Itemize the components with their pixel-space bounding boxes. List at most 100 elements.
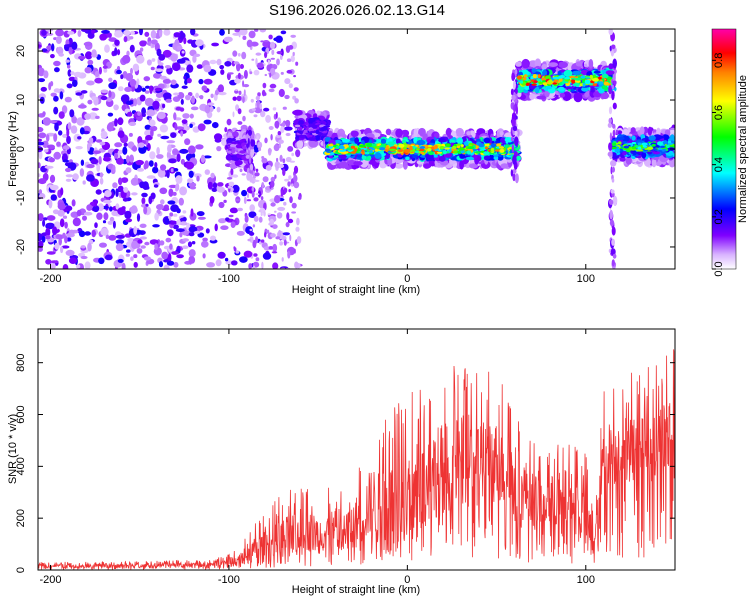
spectrogram-cell [379, 147, 386, 151]
spectrogram-cell [614, 148, 621, 153]
spectrogram-cell [48, 120, 58, 124]
spectrogram-cell [144, 160, 149, 169]
spectrogram-cell [154, 243, 158, 251]
spectrogram-cell [203, 119, 212, 125]
spectrogram-cell [162, 103, 166, 109]
spectrogram-cell [175, 175, 183, 184]
spectrogram-cell [255, 236, 259, 244]
spectrogram-cell [514, 173, 519, 184]
spectrogram-cell [251, 190, 255, 198]
spectrogram-cell [637, 142, 642, 146]
spectrogram-cell [548, 62, 558, 67]
spectrogram-cell [51, 43, 55, 52]
spectrogram-cell [412, 149, 416, 152]
spectrogram-cell [45, 227, 51, 237]
spectrogram-cell [285, 119, 291, 127]
spectrogram-cell [84, 211, 93, 216]
spectrogram-cell [612, 195, 618, 206]
spectrogram-cell [122, 146, 128, 155]
spectrogram-cell [246, 192, 250, 199]
spectrogram-cell [553, 79, 559, 83]
spectrogram-cell [260, 110, 266, 118]
spectrogram-cell [232, 111, 235, 118]
spectrogram-cell [263, 210, 266, 217]
spectrogram-cell [422, 133, 428, 140]
spectrogram-cell [228, 181, 235, 187]
spectrogram-cell [122, 54, 131, 64]
spectrogram-cell [253, 197, 259, 202]
spectrogram-cell [251, 186, 255, 192]
spectrogram-cell [59, 91, 64, 100]
spectrogram-cell [122, 197, 129, 202]
spectrogram-cell [267, 59, 270, 65]
spectrogram-cell [427, 148, 432, 152]
spectrogram-cell [260, 196, 264, 201]
spectrogram-cell [133, 226, 138, 235]
spectrogram-cell [258, 210, 262, 213]
spectrogram-cell [457, 147, 465, 151]
spectrogram-cell [55, 36, 62, 44]
spectrogram-cell [76, 209, 82, 217]
spectrogram-cell [195, 144, 204, 150]
spectrogram-cell [270, 176, 276, 183]
spectrogram-cell [231, 138, 236, 142]
spectrogram-cell [336, 145, 340, 149]
spectrogram-cell [468, 163, 479, 169]
spectrogram-cell [612, 58, 617, 69]
spectrogram-cell [368, 147, 374, 150]
spectrogram-cell [79, 127, 85, 135]
spectrogram-cell [242, 96, 245, 104]
spectrogram-cell [220, 69, 225, 75]
spectrogram-cell [96, 212, 103, 220]
spectrogram-cell [257, 92, 261, 97]
spectrogram-cell [608, 85, 612, 95]
spectrogram-cell [157, 133, 162, 137]
spectrogram-cell [115, 243, 124, 252]
spectrogram-cell [548, 79, 553, 84]
spectrogram-cell [42, 117, 51, 126]
spectrogram-cell [101, 30, 110, 34]
spectrogram-cell [38, 173, 41, 178]
spectrogram-cell [350, 151, 357, 154]
spectrogram-cell [155, 92, 163, 98]
spectrogram-cell [157, 111, 166, 120]
spectrogram-cell [227, 185, 231, 189]
spectrogram-cell [61, 105, 68, 114]
spectrogram-cell [513, 104, 516, 114]
spectrogram-cell [499, 130, 504, 136]
spectrogram-cell [64, 221, 68, 229]
spectrogram-cell [43, 149, 49, 153]
spectrogram-cell [248, 263, 253, 269]
spectrogram-cell [663, 140, 668, 145]
spectrogram-cell [293, 181, 300, 189]
spectrogram-cell [512, 154, 517, 165]
spectrogram-cell [268, 246, 273, 250]
spectrogram-cell [97, 203, 104, 212]
spectrogram-cell [133, 254, 138, 259]
spectrogram-cell [255, 257, 260, 262]
spectrogram-cell [207, 181, 213, 190]
spectrogram-cell [143, 206, 148, 215]
spectrogram-cell [291, 202, 297, 209]
spectrogram-cell [58, 111, 65, 119]
spectrogram-cell [282, 158, 286, 164]
spectrogram-cell [62, 264, 69, 269]
spectrogram-cell [127, 111, 133, 117]
spectrogram-cell [103, 212, 109, 221]
spectrogram-cell [212, 122, 219, 129]
spectrogram-cell [99, 141, 106, 146]
spectrogram-cell [574, 77, 582, 81]
spectrogram-cell [136, 213, 141, 222]
spectrogram-cell [98, 257, 105, 265]
spectrogram-cell [283, 126, 293, 131]
spectrogram-cell [180, 130, 184, 137]
spectrogram-cell [236, 222, 239, 225]
spectrogram-cell [176, 254, 184, 259]
spectrogram-cell [145, 203, 149, 207]
spectrogram-cell [38, 213, 44, 222]
spectrogram-cell [45, 134, 50, 142]
spectrogram-cell [610, 160, 617, 167]
spectrogram-cell [657, 141, 663, 146]
spectrogram-cell [80, 90, 88, 94]
spectrogram-cell [53, 133, 58, 142]
